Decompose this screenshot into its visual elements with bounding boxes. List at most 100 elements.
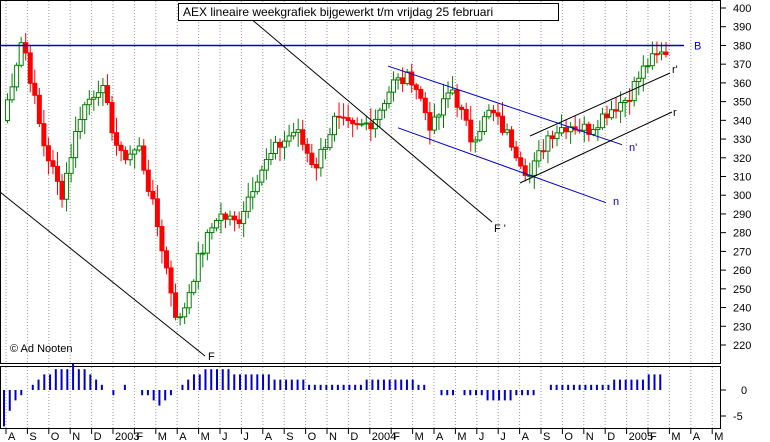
candle-body [204,232,210,254]
candle-body [463,109,469,121]
candle-body [322,147,328,150]
y-tick-label: 350 [733,97,751,109]
x-tick-label: F [136,431,143,442]
candle-body [636,77,642,83]
candle-body [563,127,569,133]
trendlines [0,17,684,357]
y-tick-label: 330 [733,134,751,146]
candle-body [123,149,129,161]
candle-body [386,91,392,105]
x-tick-label: M [158,431,167,442]
candle-body [332,115,337,136]
x-tick-label: N [586,431,594,442]
y-tick-label: 300 [733,190,751,202]
candle-body [554,132,560,139]
y-tick-label: 390 [733,22,751,34]
x-tick-label: N [72,431,80,442]
candle-body [59,180,65,200]
candle-body [163,250,169,269]
candle-body [468,119,474,143]
x-tick-label: F [393,431,400,442]
x-tick-label: M [671,431,680,442]
x-tick-label: A [693,431,701,442]
y-tick-label: 230 [733,321,751,333]
candle-body [631,81,637,102]
candle-body [50,160,56,167]
y-tick-label: 260 [733,265,751,277]
candle-body [436,114,442,118]
x-tick-label: M [415,431,424,442]
candle-body [268,153,274,161]
candle-body [663,51,669,56]
candle-body [427,112,433,131]
candle-body [45,145,51,162]
candle-body [522,165,528,176]
candle-body [622,99,628,104]
candle-body [658,51,664,55]
candle-body [604,113,610,119]
x-tick-label: J [222,431,228,442]
candle-body [609,109,615,119]
candle-body [640,65,646,79]
candle-body [459,106,465,111]
candle-body [86,98,92,106]
candle-body [68,157,74,174]
candle-body [54,165,60,182]
candle-body [218,213,224,221]
candle-body [445,92,451,100]
candle-body [422,97,428,114]
candle-body [191,280,197,294]
candle-body [513,146,519,159]
x-tick-label: S [286,431,293,442]
candle-body [168,267,174,294]
candle-body [404,71,410,85]
candle-body [9,86,15,101]
x-tick-label: N [329,431,337,442]
candle-body [354,123,360,126]
x-tick-label: D [350,431,358,442]
trendline-n-upper [387,65,623,146]
candle-body [223,213,229,220]
candle-body [118,144,124,151]
candle-body [350,119,356,125]
candle-body [518,157,524,167]
indicator-histogram [3,364,662,427]
candle-body [341,116,347,119]
candle-body [495,112,501,117]
y-tick-label: 270 [733,246,751,258]
candle-body [559,127,565,134]
candle-body [36,94,42,125]
candle-body [336,115,342,118]
candle-body [136,145,142,151]
candle-body [227,215,233,220]
candle-body [286,135,292,142]
candle-body [173,292,179,318]
candle-body [200,252,206,255]
trendline-label: n [613,196,619,208]
x-tick-label: A [179,431,187,442]
candle-body [282,140,288,148]
candle-body [114,132,120,146]
x-tick-label: A [522,431,530,442]
x-tick-label: J [500,431,506,442]
y-tick-label: 360 [733,78,751,90]
candle-body [145,169,151,192]
x-tick-label: S [543,431,550,442]
candle-body [295,129,301,133]
candle-body [213,219,219,229]
candle-body [109,102,115,134]
candle-body [141,145,147,171]
price-candles [5,32,669,326]
candle-body [263,159,269,171]
x-tick-label: M [457,431,466,442]
candle-body [159,226,165,252]
indicator-tick-label: -5 [733,411,743,423]
candle-body [477,131,483,141]
candle-body [132,149,138,155]
candle-body [450,89,456,94]
candle-body [259,169,265,183]
candle-body [14,64,20,88]
trendline-label: r [673,107,677,119]
candle-body [304,143,310,154]
